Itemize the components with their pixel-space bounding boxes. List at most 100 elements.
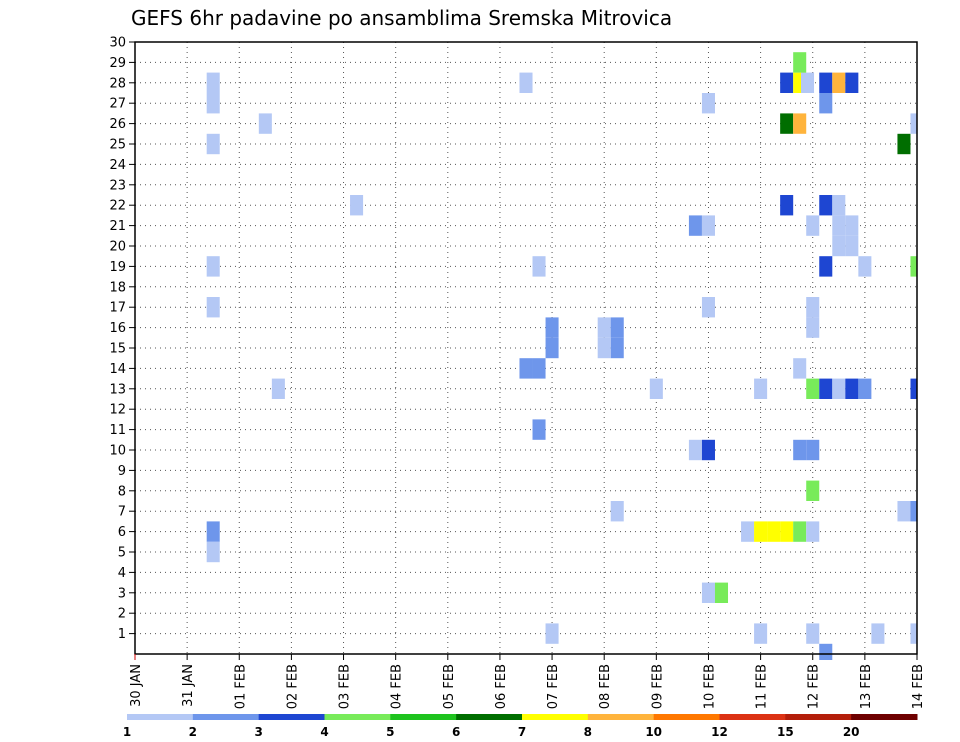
heat-cell [350,195,364,216]
y-tick-label: 19 [109,260,126,275]
y-tick-label: 9 [118,464,126,479]
heat-cell [545,623,559,644]
legend-label: 4 [320,725,328,739]
x-tick-label: 13 FEB [859,664,874,709]
x-tick-label: 03 FEB [338,664,353,709]
heat-cell [793,439,807,461]
legend-swatch [719,714,786,720]
y-tick-label: 16 [109,321,126,336]
y-tick-label: 21 [109,219,126,234]
heat-cell [897,133,911,155]
heat-cell [793,113,807,134]
heat-cell [819,378,833,399]
y-tick-label: 4 [118,566,126,581]
heat-cell [767,521,781,542]
x-tick-label: 09 FEB [650,664,665,709]
heat-cell [206,541,220,563]
legend-swatch [456,714,523,720]
heat-cell [806,623,820,644]
y-tick-label: 26 [109,117,126,132]
heat-cell [858,256,872,277]
heat-cell [258,113,272,134]
heat-cell [701,93,715,114]
y-tick-label: 1 [118,627,126,642]
heat-cell [545,317,559,338]
y-tick-label: 12 [109,403,126,418]
heat-cell [845,235,859,257]
heat-cell [832,72,846,93]
legend-label: 3 [254,725,262,739]
y-tick-label: 18 [109,280,126,295]
data-cells [206,52,917,660]
y-tick-label: 28 [109,76,126,91]
y-tick-label: 25 [109,138,126,153]
legend-label: 5 [386,725,394,739]
legend-label: 6 [452,725,460,739]
heat-cell [819,643,833,660]
heat-cell [597,317,611,338]
heat-cell [819,93,833,114]
heat-cell [649,378,663,399]
heat-cell [610,501,624,522]
legend-label: 12 [711,725,728,739]
y-tick-label: 17 [109,301,126,316]
heat-cell [519,358,533,379]
heat-cell [832,195,846,216]
y-tick-label: 15 [109,342,126,357]
heat-cell [793,521,807,542]
heat-cell [801,72,815,93]
legend-swatch [851,714,918,720]
heat-cell [858,378,872,399]
heat-cell [806,297,820,318]
heat-cell [819,256,833,277]
heat-cell [701,297,715,318]
x-tick-label: 04 FEB [390,664,405,709]
x-tick-label: 11 FEB [755,664,770,709]
legend: 1 2 3 4 5 6 7 8 10 12 15 20 [123,714,918,739]
heat-cell [832,378,846,399]
heat-cell [806,378,820,399]
heat-cell [780,195,794,216]
heat-cell [754,623,768,644]
legend-swatch [258,714,325,720]
heat-cell [845,72,859,93]
grid [135,42,917,654]
y-tick-label: 11 [109,423,126,438]
heat-cell [910,501,917,522]
heat-cell [206,133,220,155]
x-tick-label: 02 FEB [285,664,300,709]
heat-cell [532,419,546,440]
heat-cell [701,582,715,603]
y-tick-label: 6 [118,525,126,540]
y-axis: 1234567891011121314151617181920212223242… [109,36,135,642]
legend-label: 20 [843,725,860,739]
heat-cell [532,358,546,379]
heat-cell [610,317,624,338]
heat-cell [714,582,729,603]
heat-cell [910,623,917,644]
heat-cell [532,256,546,277]
heat-cell [780,521,794,542]
heat-cell [545,337,559,359]
heat-cell [780,113,794,134]
y-tick-label: 22 [109,199,126,214]
heat-cell [806,439,820,461]
heat-cell [845,215,859,236]
heat-cell [206,521,220,542]
heat-cell [910,378,917,399]
heat-cell [597,337,611,359]
y-tick-label: 24 [109,158,126,173]
y-tick-label: 5 [118,546,126,561]
x-axis: 30 JAN 31 JAN 01 FEB 02 FEB 03 FEB 04 FEB 05 F… [129,654,926,709]
legend-swatch [587,714,655,720]
heat-cell [206,256,220,277]
y-tick-label: 3 [118,586,126,601]
x-tick-label: 14 FEB [911,664,926,709]
x-tick-label: 12 FEB [807,664,822,709]
legend-swatch [324,714,391,720]
heat-cell [701,215,715,236]
heat-cell [845,378,859,399]
heat-cell [832,235,846,257]
x-tick-label: 05 FEB [442,664,457,709]
